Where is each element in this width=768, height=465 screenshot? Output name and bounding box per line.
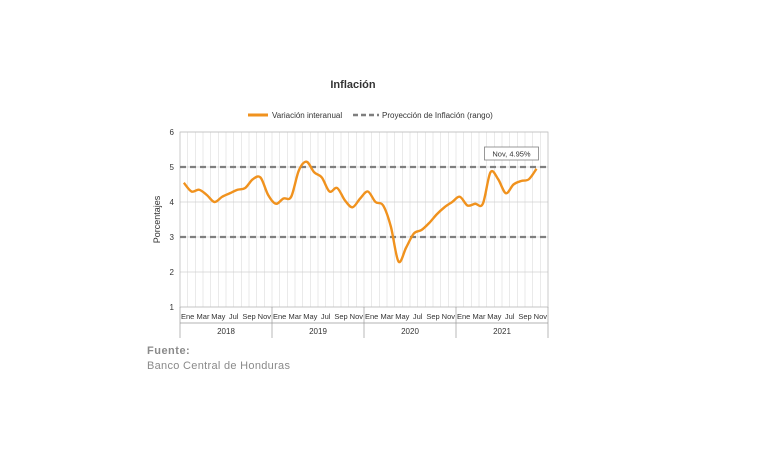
x-tick-label: May <box>303 312 317 321</box>
year-label: 2018 <box>217 327 235 336</box>
x-tick-label: Mar <box>473 312 486 321</box>
source-text: Banco Central de Honduras <box>147 360 291 372</box>
x-tick-label: Ene <box>181 312 194 321</box>
x-tick-label: Sep <box>426 312 439 321</box>
y-tick-label: 3 <box>170 233 175 242</box>
y-tick-label: 6 <box>170 128 175 137</box>
legend-label: Variación interanual <box>272 111 342 120</box>
x-tick-label: Sep <box>242 312 255 321</box>
year-label: 2019 <box>309 327 327 336</box>
x-tick-label: Nov <box>258 312 272 321</box>
x-tick-label: May <box>487 312 501 321</box>
x-tick-label: Ene <box>273 312 286 321</box>
y-axis-label: Porcentajes <box>152 195 162 243</box>
x-tick-label: Jul <box>229 312 239 321</box>
x-tick-label: Sep <box>334 312 347 321</box>
x-tick-label: Nov <box>442 312 456 321</box>
legend-label: Proyección de Inflación (rango) <box>382 111 493 120</box>
annotation-box <box>484 146 539 161</box>
annotation-label: Nov, 4.95% <box>492 150 531 159</box>
x-tick-label: Jul <box>505 312 515 321</box>
year-label: 2020 <box>401 327 419 336</box>
x-tick-label: May <box>395 312 409 321</box>
x-tick-label: Jul <box>321 312 331 321</box>
x-tick-label: Jul <box>413 312 423 321</box>
y-tick-label: 5 <box>170 163 175 172</box>
x-tick-label: Sep <box>518 312 531 321</box>
y-tick-label: 4 <box>170 198 175 207</box>
x-tick-label: Ene <box>457 312 470 321</box>
x-tick-label: Mar <box>197 312 210 321</box>
x-tick-label: Mar <box>289 312 302 321</box>
year-label: 2021 <box>493 327 511 336</box>
x-tick-label: May <box>211 312 225 321</box>
source-title: Fuente: <box>147 345 191 357</box>
chart-title: Inflación <box>330 79 376 91</box>
x-tick-label: Nov <box>534 312 548 321</box>
y-tick-label: 1 <box>170 303 175 312</box>
series-line-variacion-interanual <box>182 160 538 264</box>
x-tick-label: Ene <box>365 312 378 321</box>
y-tick-label: 2 <box>170 268 175 277</box>
x-tick-label: Mar <box>381 312 394 321</box>
x-tick-label: Nov <box>350 312 364 321</box>
